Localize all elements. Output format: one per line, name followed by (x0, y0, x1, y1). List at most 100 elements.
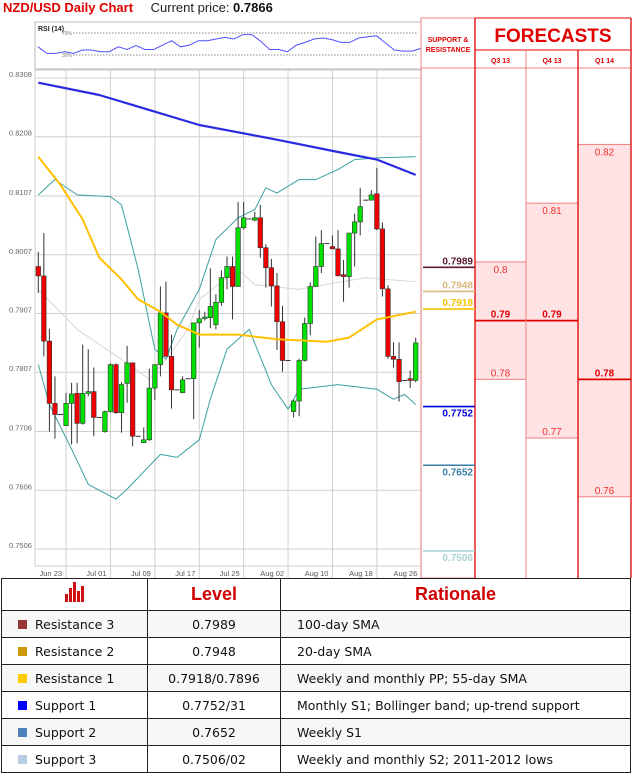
candle-body (352, 221, 358, 234)
candle-body (296, 360, 302, 402)
candle-body (229, 266, 236, 287)
candle-body (80, 393, 86, 424)
level-value: 0.7918/0.7896 (147, 664, 281, 692)
candle-body (157, 312, 164, 365)
x-tick-label: Aug 10 (305, 569, 329, 578)
level-name-cell: Resistance 1 (1, 664, 148, 692)
candle-body (218, 277, 225, 303)
level-rationale: Weekly and monthly PP; 55-day SMA (280, 664, 631, 692)
candle-body (290, 400, 297, 412)
candle-body (152, 364, 158, 389)
candle (146, 368, 152, 441)
y-tick-label: 0.8308 (9, 70, 32, 79)
candle (257, 204, 263, 258)
forecast-high-label: 0.81 (542, 206, 562, 217)
level-value: 0.7652 (147, 718, 281, 746)
candle-body (35, 266, 41, 277)
sr-level-label: 0.7652 (442, 467, 473, 478)
plot-area (34, 69, 422, 567)
level-name-cell: Resistance 3 (1, 610, 148, 638)
rsi-level-label: 70% (62, 31, 73, 37)
level-value: 0.7506/02 (147, 745, 281, 773)
candle (85, 349, 91, 397)
candle (63, 392, 69, 426)
level-value: 0.7948 (147, 637, 281, 665)
candle-body (390, 356, 397, 360)
candle-body (368, 194, 374, 201)
forecast-quarter-label: Q1 14 (595, 58, 614, 65)
candle-body (396, 359, 402, 382)
level-rationale: Monthly S1; Bollinger band; up-trend sup… (280, 691, 631, 719)
candle-body (124, 362, 130, 384)
candle (335, 230, 341, 277)
candle (124, 345, 130, 403)
table-header-row: Level Rationale (1, 578, 631, 611)
sr-level-label: 0.7918 (442, 298, 473, 309)
candle (196, 309, 202, 348)
candle-body (107, 364, 114, 412)
level-rationale: Weekly and monthly S2; 2011-2012 lows (280, 745, 631, 773)
candle-body (213, 302, 219, 325)
level-color-swatch (18, 646, 27, 656)
candle (407, 370, 413, 389)
table-row: Support 1 0.7752/31 Monthly S1; Bollinger … (1, 691, 631, 719)
forecast-mid-label: 0.78 (595, 368, 615, 379)
candle (268, 258, 275, 307)
candle (46, 328, 52, 432)
forecast-mid-label: 0.79 (542, 310, 562, 321)
candle-body (146, 387, 152, 441)
candle (80, 344, 86, 425)
current-price-value: 0.7866 (233, 0, 273, 15)
candle-body (141, 439, 147, 444)
candle-body (102, 411, 108, 432)
candle (413, 337, 419, 383)
x-tick-label: Jul 01 (86, 569, 106, 578)
candle (130, 362, 136, 447)
candle (229, 256, 236, 320)
forecast-low-label: 0.76 (595, 486, 615, 497)
candle (107, 363, 114, 413)
candle (118, 382, 125, 433)
level-color-swatch (18, 619, 27, 629)
candle (357, 187, 363, 236)
candle (41, 233, 47, 357)
candle (141, 427, 147, 444)
candle (385, 285, 391, 359)
forecast-low-label: 0.77 (542, 427, 562, 438)
candle (390, 342, 397, 368)
table-row: Support 2 0.7652 Weekly S1 (1, 718, 631, 746)
candle (296, 358, 302, 417)
candle-body (241, 217, 247, 229)
rationale-header: Rationale (280, 578, 631, 611)
candle (374, 167, 380, 231)
candle (213, 294, 219, 330)
table-row: Resistance 1 0.7918/0.7896 Weekly and mont… (1, 664, 631, 692)
candle-body (46, 340, 52, 404)
candle (274, 272, 280, 350)
forecasts-title: FORECASTS (494, 26, 611, 47)
table-row: Resistance 2 0.7948 20-day SMA (1, 637, 631, 665)
x-tick-label: Jul 17 (175, 569, 195, 578)
candle-body (180, 379, 186, 394)
candle (368, 190, 374, 201)
candle-body (257, 217, 263, 249)
forecast-range-box (577, 143, 632, 498)
candle (52, 376, 58, 439)
bollinger-upper-line (37, 156, 416, 360)
x-tick-label: Jul 09 (131, 569, 151, 578)
level-header: Level (147, 578, 281, 611)
bar-chart-icon (1, 578, 148, 611)
candle (69, 382, 75, 445)
rsi-panel (34, 21, 422, 70)
candle-body (313, 266, 319, 287)
table-row: Support 3 0.7506/02 Weekly and monthly S2;… (1, 745, 631, 773)
candle-body (41, 275, 47, 342)
bollinger-middle-line (37, 269, 416, 380)
candle (163, 281, 169, 357)
sr-title: SUPPORT & (428, 37, 469, 44)
candle-body (340, 274, 347, 277)
levels-table: Level Rationale Resistance 3 0.7989 100-da… (1, 578, 631, 773)
candle (235, 201, 241, 287)
x-tick-label: Aug 26 (393, 569, 417, 578)
candle-body (307, 286, 313, 324)
